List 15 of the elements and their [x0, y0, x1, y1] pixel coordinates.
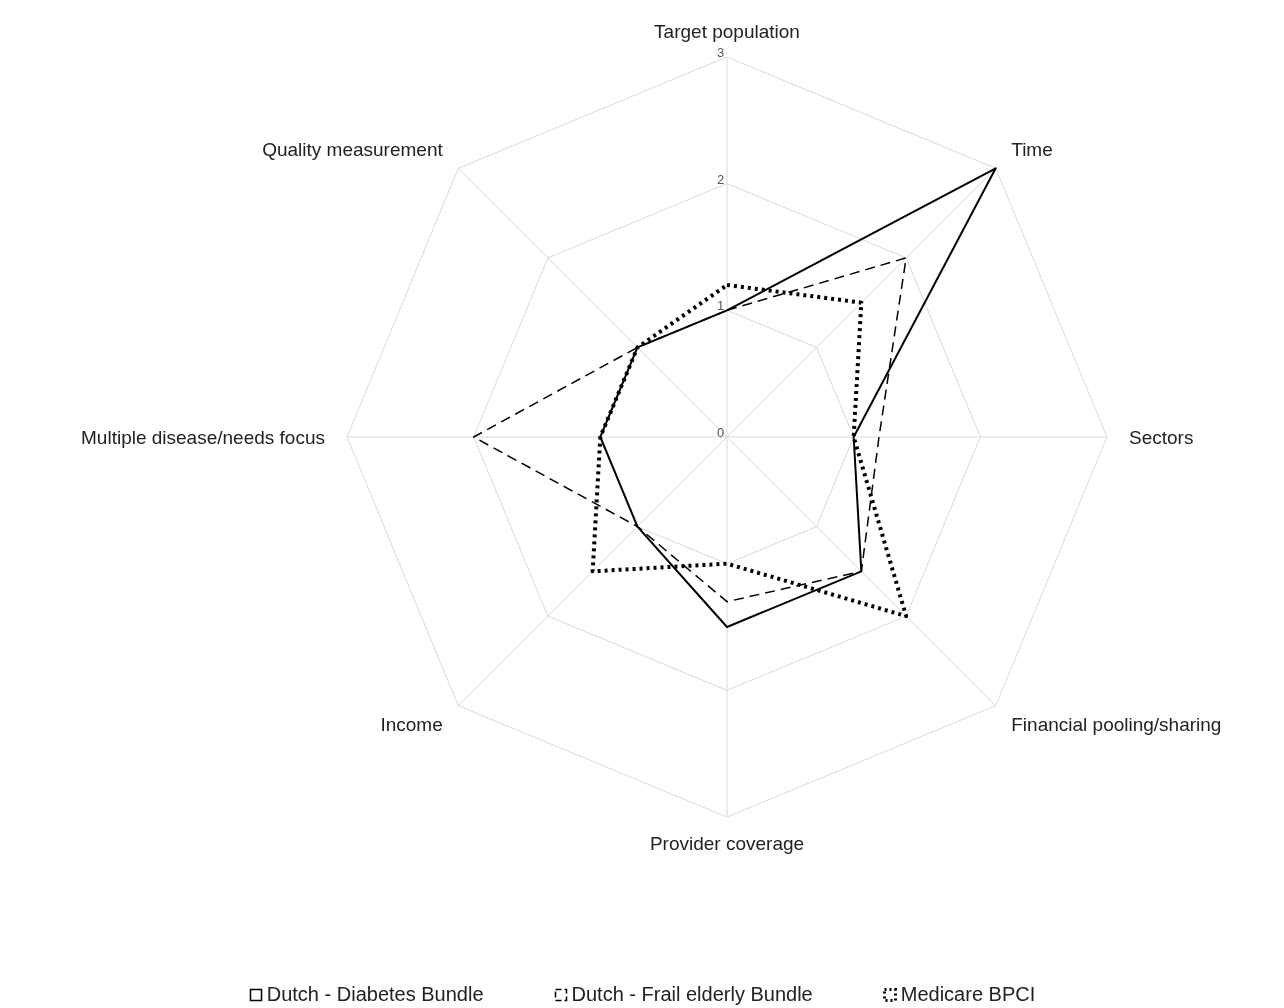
- legend-label: Medicare BPCI: [900, 983, 1036, 1006]
- spoke-label: Sectors: [1129, 426, 1194, 448]
- spoke-label: Income: [380, 713, 443, 735]
- spoke-label: Provider coverage: [649, 832, 805, 854]
- spoke-label: Multiple disease/needs focus: [81, 426, 325, 448]
- spoke-label: Time: [1011, 139, 1053, 161]
- spoke-label: Quality measurement: [262, 139, 444, 161]
- y-tick-label: 2: [717, 171, 725, 187]
- legend-label: Dutch - Diabetes Bundle: [266, 983, 484, 1006]
- y-tick-label: 0: [717, 425, 725, 440]
- y-tick-label: 1: [717, 298, 725, 314]
- spoke-label: Target population: [654, 20, 800, 42]
- y-tick-label: 3: [717, 45, 725, 60]
- spoke-label: Financial pooling/sharing: [1011, 713, 1222, 735]
- legend-label: Dutch - Frail elderly Bundle: [571, 983, 813, 1006]
